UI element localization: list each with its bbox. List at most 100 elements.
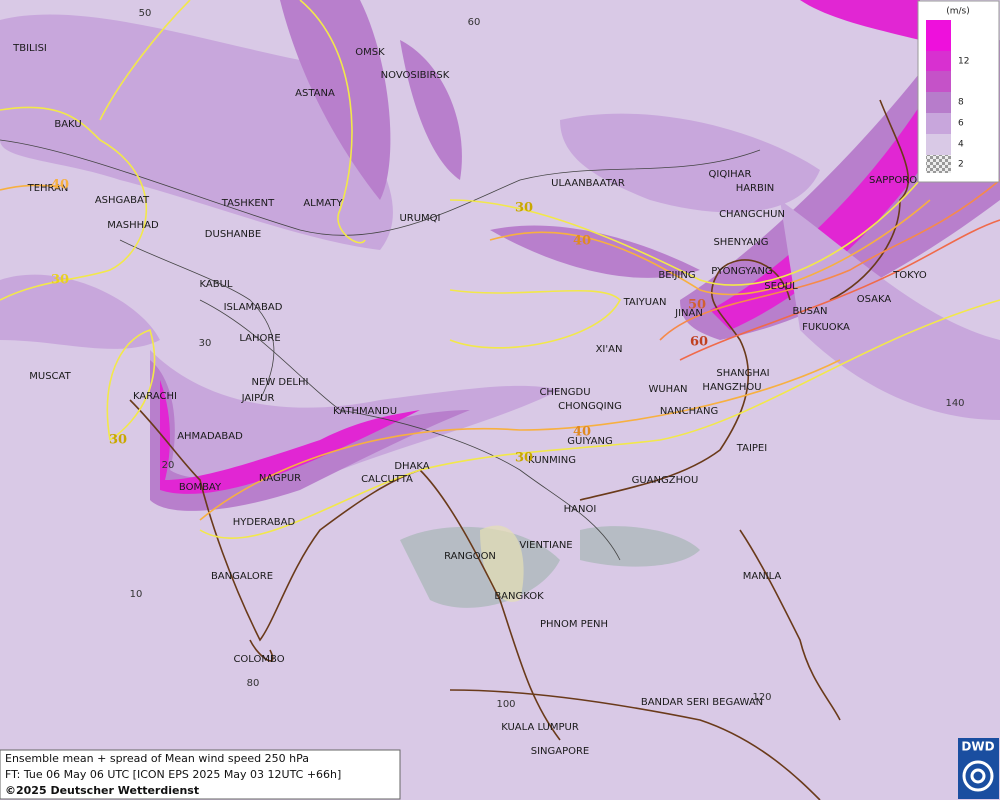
- legend-label: 2: [958, 160, 964, 170]
- legend-swatch: [926, 20, 951, 51]
- city-label: TOKYO: [892, 270, 927, 281]
- city-label: SHENYANG: [713, 237, 768, 248]
- legend-swatch: [926, 92, 951, 113]
- borders: [0, 139, 761, 561]
- city-label: BAKU: [54, 119, 81, 130]
- city-label: PYONGYANG: [711, 266, 772, 277]
- contour-label: 30: [515, 201, 533, 216]
- city-label: TASHKENT: [221, 198, 275, 209]
- city-label: KATHMANDU: [333, 406, 397, 417]
- legend-label: 8: [958, 98, 964, 108]
- city-label: NOVOSIBIRSK: [381, 70, 450, 81]
- caption-line: Ensemble mean + spread of Mean wind spee…: [5, 752, 309, 765]
- caption-line: FT: Tue 06 May 06 UTC [ICON EPS 2025 May…: [5, 768, 341, 781]
- logo-icon: [962, 760, 994, 792]
- city-label: ASHGABAT: [95, 195, 150, 206]
- city-label: BANGALORE: [211, 571, 273, 582]
- city-label: KUALA LUMPUR: [501, 722, 579, 733]
- city-label: SEOUL: [764, 281, 798, 292]
- city-label: FUKUOKA: [802, 322, 850, 333]
- grid-label: 140: [945, 398, 964, 409]
- city-labels: TBILISI OMSK NOVOSIBIRSK ASTANA BAKU TEHRAN AS…: [12, 43, 927, 757]
- city-label: MASHHAD: [107, 220, 159, 231]
- city-label: QIQIHAR: [709, 169, 752, 180]
- grid-label: 30: [199, 338, 212, 349]
- legend-unit: (m/s): [946, 7, 970, 17]
- legend-label: 4: [958, 140, 964, 150]
- city-label: HARBIN: [736, 183, 775, 194]
- city-label: ALMATY: [303, 198, 343, 209]
- contour-lines: [0, 0, 1000, 539]
- city-label: PHNOM PENH: [540, 619, 608, 630]
- city-label: CHENGDU: [539, 387, 590, 398]
- logo-icon: [970, 768, 986, 784]
- city-label: OSAKA: [857, 294, 892, 305]
- city-label: WUHAN: [648, 384, 687, 395]
- city-label: MUSCAT: [29, 371, 71, 382]
- legend-swatch: [926, 71, 951, 92]
- city-label: ISLAMABAD: [224, 302, 283, 313]
- city-label: LAHORE: [239, 333, 280, 344]
- city-label: MANILA: [743, 571, 782, 582]
- city-label: JINAN: [674, 308, 703, 319]
- contour-labels: 40 30 30 40 50 60 30 40 30: [51, 178, 708, 466]
- city-label: HANGZHOU: [702, 382, 761, 393]
- city-label: AHMADABAD: [177, 431, 243, 442]
- contour-label: 40: [51, 178, 69, 193]
- grid-label: 20: [162, 460, 175, 471]
- grid-label: 50: [139, 8, 152, 19]
- city-label: HYDERABAD: [233, 517, 296, 528]
- contour-label: 50: [688, 298, 706, 313]
- legend: (m/s) 12 8 6 4 2: [917, 0, 1000, 183]
- city-label: CHONGQING: [558, 401, 622, 412]
- city-label: BEIJING: [658, 270, 695, 281]
- logo-text: DWD: [961, 740, 994, 754]
- coastlines: [129, 99, 910, 800]
- grid-label: 100: [496, 699, 515, 710]
- city-label: BANDAR SERI BEGAWAN: [641, 697, 763, 708]
- city-label: TEHRAN: [27, 183, 69, 194]
- city-label: RANGOON: [444, 551, 496, 562]
- city-label: TAIPEI: [736, 443, 767, 454]
- city-label: HANOI: [564, 504, 597, 515]
- city-label: ULAANBAATAR: [551, 178, 625, 189]
- city-label: SINGAPORE: [531, 746, 590, 757]
- legend-label: 12: [958, 57, 969, 67]
- grid-label: 120: [752, 692, 771, 703]
- contour-label: 60: [690, 335, 708, 350]
- grid-labels: 50 60 30 140 20 10 80 100 120: [130, 8, 965, 710]
- caption-line: ©2025 Deutscher Wetterdienst: [5, 784, 199, 797]
- city-label: BANGKOK: [494, 591, 544, 602]
- contour-label: 40: [573, 425, 591, 440]
- city-label: NEW DELHI: [252, 377, 309, 388]
- legend-swatch: [926, 134, 951, 155]
- city-label: NAGPUR: [259, 473, 301, 484]
- city-label: TAIYUAN: [623, 297, 667, 308]
- city-label: KABUL: [200, 279, 233, 290]
- city-label: BUSAN: [792, 306, 827, 317]
- city-label: DHAKA: [394, 461, 429, 472]
- city-label: GUANGZHOU: [632, 475, 699, 486]
- city-label: GUIYANG: [567, 436, 612, 447]
- caption-box: [0, 749, 401, 800]
- city-label: SAPPORO: [869, 175, 917, 186]
- legend-swatch: [926, 51, 951, 71]
- contour-label: 30: [109, 433, 127, 448]
- city-label: OMSK: [355, 47, 385, 58]
- city-label: VIENTIANE: [519, 540, 572, 551]
- legend-label: 6: [958, 119, 964, 129]
- city-label: BOMBAY: [179, 482, 222, 493]
- city-label: CHANGCHUN: [719, 209, 785, 220]
- city-label: CALCUTTA: [361, 474, 413, 485]
- city-label: JAIPUR: [241, 393, 275, 404]
- city-label: URUMQI: [399, 213, 440, 224]
- city-label: TBILISI: [12, 43, 47, 54]
- city-label: SHANGHAI: [716, 368, 769, 379]
- grid-label: 60: [468, 17, 481, 28]
- contour-label: 40: [573, 234, 591, 249]
- city-label: COLOMBO: [233, 654, 284, 665]
- contour-label: 30: [51, 273, 69, 288]
- legend-swatch: [926, 113, 951, 134]
- grid-label: 80: [247, 678, 260, 689]
